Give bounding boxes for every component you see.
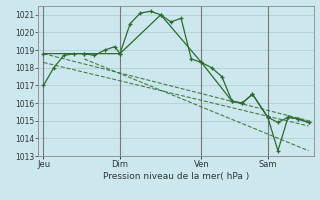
X-axis label: Pression niveau de la mer( hPa ): Pression niveau de la mer( hPa ) bbox=[103, 172, 249, 181]
